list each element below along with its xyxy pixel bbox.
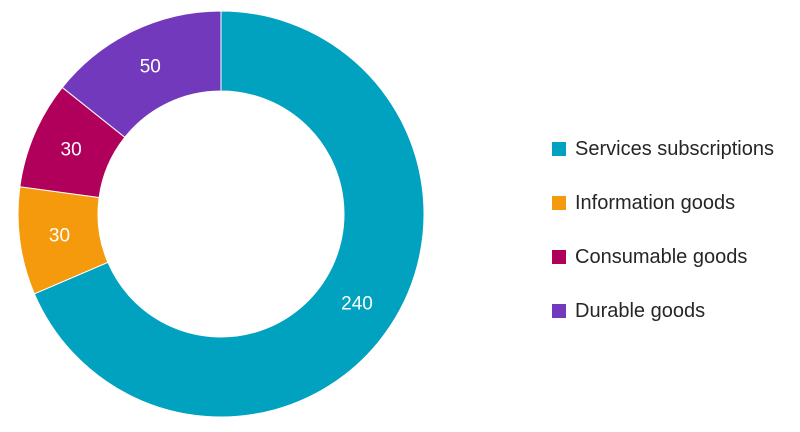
slice-durable-goods (61, 10, 222, 139)
data-label-durable-goods: 50 (140, 57, 161, 78)
legend: Services subscriptions Information goods… (552, 122, 774, 338)
data-label-consumable-goods: 30 (61, 139, 82, 160)
legend-label: Durable goods (575, 299, 706, 322)
legend-item-durable-goods: Durable goods (552, 284, 774, 338)
legend-swatch-consumable-goods (552, 250, 566, 264)
slice-services-subscriptions (33, 10, 425, 418)
donut-slices (17, 10, 425, 418)
legend-label: Services subscriptions (575, 137, 774, 160)
legend-swatch-services-subscriptions (552, 142, 566, 156)
legend-item-information-goods: Information goods (552, 176, 774, 230)
legend-item-consumable-goods: Consumable goods (552, 230, 774, 284)
slice-labels: 240 30 30 50 (49, 57, 373, 315)
legend-label: Information goods (575, 191, 736, 214)
legend-item-services-subscriptions: Services subscriptions (552, 122, 774, 176)
legend-swatch-durable-goods (552, 304, 566, 318)
data-label-information-goods: 30 (49, 225, 70, 246)
data-label-services-subscriptions: 240 (341, 293, 373, 314)
legend-label: Consumable goods (575, 245, 748, 268)
legend-swatch-information-goods (552, 196, 566, 210)
